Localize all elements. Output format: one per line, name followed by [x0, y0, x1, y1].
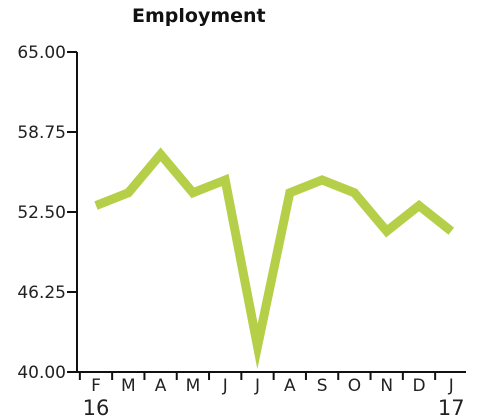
x-tick-label: A — [284, 376, 296, 396]
y-axis: 40.00 46.25 52.50 58.75 65.00 — [17, 43, 78, 383]
x-tick-label: D — [412, 376, 425, 396]
series-line — [94, 147, 455, 370]
series-group — [94, 147, 455, 370]
chart-title: Employment — [132, 5, 266, 27]
x-tick-label: F — [91, 376, 101, 396]
y-tick-label: 52.50 — [17, 203, 66, 223]
x-tick-label: N — [380, 376, 393, 396]
x-tick-label: M — [121, 376, 136, 396]
x-tick-label: S — [317, 376, 328, 396]
x-tick-label: O — [348, 376, 361, 396]
year-label: 17 — [438, 396, 465, 420]
x-tick-label: J — [254, 376, 260, 396]
year-label: 16 — [83, 396, 110, 420]
y-tick-label: 58.75 — [17, 123, 66, 143]
x-tick-label: J — [222, 376, 228, 396]
y-tick-label: 46.25 — [17, 283, 66, 303]
y-tick-label: 65.00 — [17, 43, 66, 63]
x-tick-label: J — [448, 376, 454, 396]
x-axis: F M A M J J A S O N D J16 17 — [67, 371, 466, 420]
y-tick-label: 40.00 — [17, 363, 66, 383]
x-tick-label: A — [155, 376, 167, 396]
x-tick-label: M — [186, 376, 201, 396]
